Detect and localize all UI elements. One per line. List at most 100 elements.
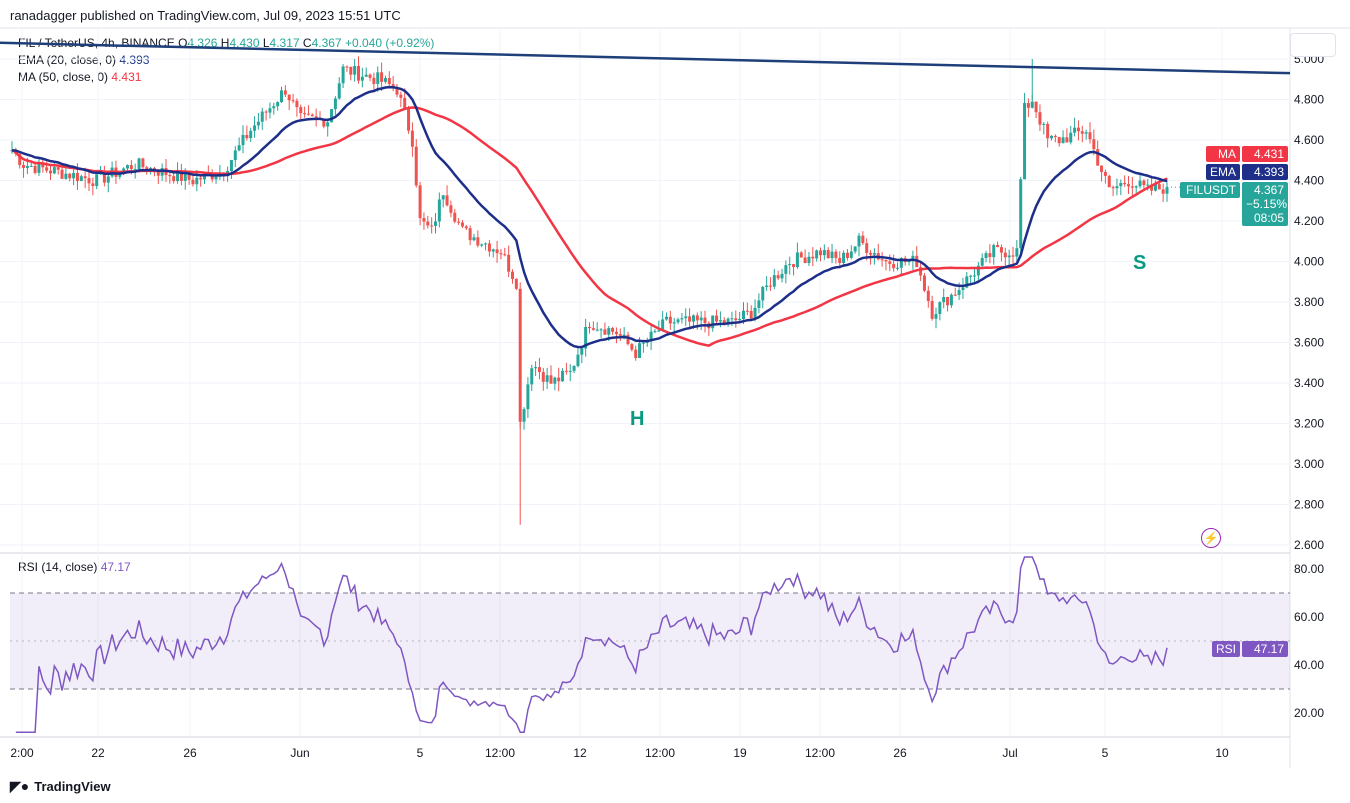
y-tick: 4.400 (1294, 174, 1324, 188)
candle-body (588, 326, 591, 329)
symbol-tag: FILUSDT (1180, 182, 1240, 198)
candle-body (68, 173, 72, 179)
candle-body (1123, 182, 1127, 185)
candle-body (287, 94, 291, 101)
candle-body (191, 179, 195, 185)
candle-body (545, 375, 549, 382)
candle-body (283, 90, 287, 95)
bar-timer: 08:05 (1253, 211, 1284, 225)
candle-body (518, 288, 522, 422)
candle-body (91, 183, 95, 187)
candle-body (1142, 180, 1146, 186)
candle-body (1107, 175, 1111, 188)
candle-body (822, 249, 826, 256)
candle-body (368, 74, 372, 78)
candle-body (557, 377, 561, 382)
y-tick: 3.400 (1294, 376, 1324, 390)
candle-body (1127, 184, 1130, 187)
candle-body (946, 297, 950, 306)
x-tick: 5 (417, 746, 424, 760)
tradingview-logo[interactable]: ◤● TradingView (10, 778, 111, 795)
candle-body (1053, 135, 1057, 138)
y-tick: 3.800 (1294, 295, 1324, 309)
candle-body (176, 170, 180, 182)
candle-body (1111, 187, 1115, 189)
candle-body (172, 176, 176, 182)
candle-body (811, 256, 815, 259)
candle-body (1019, 179, 1023, 249)
candle-body (22, 165, 26, 168)
candle-body (430, 225, 434, 227)
candle-body (1096, 149, 1100, 166)
candle-body (306, 113, 310, 115)
candle-body (199, 177, 203, 180)
candle-body (926, 290, 930, 302)
candle-body (72, 172, 76, 179)
candle-body (499, 253, 503, 255)
candle-body (511, 271, 514, 279)
candle-body (1003, 252, 1007, 258)
scale-button[interactable] (1290, 33, 1336, 57)
x-tick: 12 (573, 746, 587, 760)
candle-body (580, 348, 584, 355)
trendline (0, 41, 1291, 75)
candle-body (534, 367, 538, 369)
candle-body (64, 173, 68, 179)
candle-body (965, 276, 969, 288)
candle-body (299, 107, 303, 114)
candle-body (896, 267, 899, 269)
candle-body (256, 121, 260, 126)
candle-body (272, 106, 276, 109)
candle-body (649, 331, 653, 342)
candle-body (749, 311, 753, 319)
change: +0.040 (+0.92%) (344, 36, 435, 50)
candle-body (1150, 184, 1154, 191)
x-tick: 12:00 (645, 746, 675, 760)
candle-body (476, 237, 480, 246)
rsi-price-tag: 47.17 (1242, 641, 1288, 657)
candle-body (314, 116, 318, 118)
candle-body (1165, 187, 1169, 194)
candle-body (892, 263, 896, 269)
x-tick: 10 (1215, 746, 1229, 760)
lightning-icon[interactable]: ⚡ (1201, 528, 1221, 548)
candle-body (472, 237, 476, 241)
candle-body (414, 146, 418, 186)
y-tick: 4.000 (1294, 255, 1324, 269)
candle-body (861, 235, 865, 244)
candle-body (1061, 137, 1065, 144)
candle-body (776, 275, 780, 279)
candle-body (584, 326, 588, 349)
y-tick: 4.600 (1294, 133, 1324, 147)
candle-body (784, 265, 788, 274)
rsi-tag: RSI (1212, 641, 1240, 657)
candle-body (553, 377, 557, 384)
candle-body (888, 261, 892, 264)
candle-body (618, 334, 622, 336)
candle-body (399, 94, 403, 98)
candle-body (249, 130, 253, 139)
candle-body (641, 342, 645, 344)
rsi-label: RSI (14, close) (18, 560, 98, 574)
candle-body (761, 286, 765, 301)
candle-body (229, 160, 233, 172)
candle-body (1065, 137, 1069, 143)
candle-body (1134, 186, 1138, 188)
candle-body (487, 243, 491, 252)
l-label: L (262, 36, 270, 50)
candle-body (996, 245, 1000, 248)
candle-body (1092, 139, 1096, 150)
y-tick: 3.000 (1294, 457, 1324, 471)
candle-body (711, 315, 715, 329)
candle-body (938, 302, 942, 315)
candle-body (830, 251, 834, 259)
candle-body (1007, 255, 1011, 258)
candle-body (460, 222, 464, 227)
candle-body (56, 167, 60, 170)
candle-body (807, 256, 811, 264)
rsi-line (15, 556, 1168, 733)
candle-body (25, 165, 29, 168)
candle-body (380, 72, 384, 82)
candle-body (1157, 184, 1161, 190)
